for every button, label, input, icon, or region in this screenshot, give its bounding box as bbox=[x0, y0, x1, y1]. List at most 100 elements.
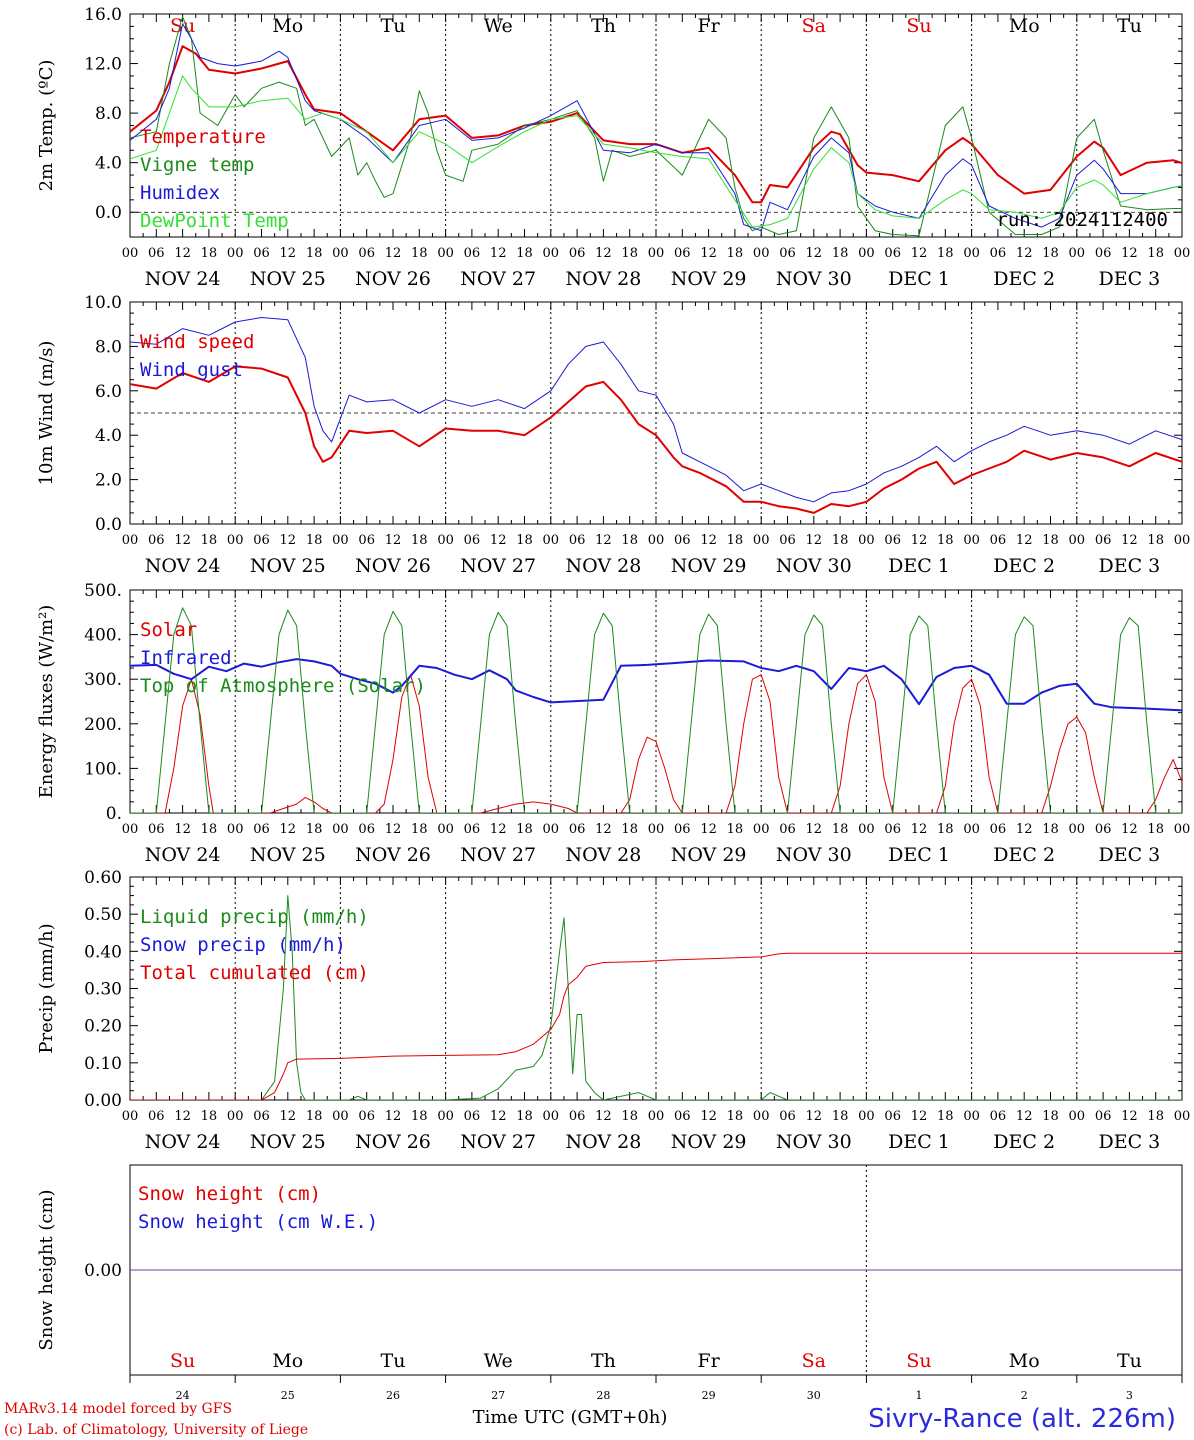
chart-panel-4: 0.60 0.50 0.40 0.30 0.20 0.10 0.00 Precip (mm/h… bbox=[36, 868, 1190, 1153]
series-group bbox=[130, 895, 1182, 1100]
x-hour-label: 00 bbox=[753, 822, 770, 837]
x-hour-label: 06 bbox=[884, 246, 901, 261]
chart-panel-1: 16.0 12.0 8.0 4.0 0.0 2m Temp. (ºC) 00 06 12 18 NO… bbox=[36, 5, 1191, 290]
x-date-label: NOV 25 bbox=[250, 1131, 326, 1153]
x-hour-label: 00 bbox=[1069, 1109, 1086, 1124]
y-tick-label: 8.0 bbox=[95, 104, 122, 124]
day-of-week-label: Tu bbox=[381, 1350, 406, 1372]
x-hour-label: 18 bbox=[727, 1109, 744, 1124]
x-hour-label: 06 bbox=[674, 1109, 691, 1124]
x-hour-label: 18 bbox=[621, 1109, 638, 1124]
x-hour-label: 00 bbox=[753, 246, 770, 261]
x-hour-label: 12 bbox=[595, 533, 612, 548]
x-date-label: NOV 27 bbox=[460, 844, 536, 866]
chart-panel-5: 0.00 Snow height (cm) Su 24 Mo 25 Tu 26 We 27 Th 28… bbox=[36, 1164, 1183, 1402]
legend-entry: Vigne temp bbox=[140, 154, 254, 176]
legend-entry: Snow height (cm) bbox=[138, 1183, 321, 1205]
day-number-label: 1 bbox=[916, 1389, 923, 1402]
x-hour-label: 18 bbox=[1147, 246, 1164, 261]
x-date-label: NOV 24 bbox=[145, 268, 221, 290]
x-date-label: NOV 28 bbox=[565, 555, 641, 577]
y-tick-label: 0.30 bbox=[84, 980, 122, 1000]
x-date-label: NOV 28 bbox=[565, 1131, 641, 1153]
x-hour-label: 00 bbox=[963, 822, 980, 837]
x-hour-label: 12 bbox=[806, 246, 823, 261]
day-of-week-label: Su bbox=[906, 1350, 931, 1372]
credit-line-1: MARv3.14 model forced by GFS bbox=[4, 1401, 232, 1417]
x-hour-label: 12 bbox=[280, 1109, 297, 1124]
x-hour-label: 00 bbox=[543, 246, 560, 261]
x-hour-label: 00 bbox=[963, 246, 980, 261]
x-date-label: DEC 1 bbox=[888, 1131, 950, 1153]
x-date-label: DEC 2 bbox=[993, 1131, 1055, 1153]
day-number-label: 26 bbox=[386, 1389, 400, 1402]
x-hour-label: 18 bbox=[411, 822, 428, 837]
x-hour-label: 00 bbox=[753, 533, 770, 548]
day-of-week-label: Tu bbox=[1117, 1350, 1142, 1372]
x-hour-label: 12 bbox=[174, 1109, 191, 1124]
x-date-label: NOV 27 bbox=[460, 268, 536, 290]
y-tick-label: 8.0 bbox=[95, 337, 122, 357]
series-line-top-of-atmosphere-solar bbox=[130, 607, 1182, 813]
x-hour-label: 12 bbox=[174, 533, 191, 548]
x-hour-label: 18 bbox=[1147, 1109, 1164, 1124]
x-hour-label: 06 bbox=[358, 533, 375, 548]
x-hour-label: 18 bbox=[306, 822, 323, 837]
legend-entry: Liquid precip (mm/h) bbox=[140, 906, 369, 928]
x-hour-label: 18 bbox=[201, 1109, 218, 1124]
x-hour-label: 00 bbox=[648, 822, 665, 837]
x-hour-label: 12 bbox=[490, 1109, 507, 1124]
day-of-week-label: Su bbox=[906, 15, 931, 37]
y-axis-label: 2m Temp. (ºC) bbox=[36, 60, 57, 192]
x-hour-label: 12 bbox=[280, 822, 297, 837]
x-hour-label: 06 bbox=[674, 533, 691, 548]
x-hour-label: 18 bbox=[201, 533, 218, 548]
day-of-week-label: Fr bbox=[697, 15, 720, 37]
x-hour-label: 18 bbox=[516, 1109, 533, 1124]
y-tick-label: 0.20 bbox=[84, 1017, 122, 1037]
x-date-label: NOV 26 bbox=[355, 555, 431, 577]
x-hour-label: 12 bbox=[806, 533, 823, 548]
x-hour-label: 12 bbox=[595, 246, 612, 261]
x-hour-label: 00 bbox=[543, 1109, 560, 1124]
x-hour-label: 00 bbox=[437, 822, 454, 837]
x-hour-label: 12 bbox=[911, 246, 928, 261]
x-hour-label: 00 bbox=[963, 1109, 980, 1124]
credit-line-2: (c) Lab. of Climatology, University of L… bbox=[4, 1422, 308, 1438]
x-hour-label: 06 bbox=[779, 246, 796, 261]
legend-entry: Infrared bbox=[140, 647, 232, 669]
x-date-label: NOV 24 bbox=[145, 844, 221, 866]
x-hour-label: 12 bbox=[806, 1109, 823, 1124]
x-hour-label: 18 bbox=[937, 246, 954, 261]
x-hour-label: 18 bbox=[306, 246, 323, 261]
x-date-label: DEC 3 bbox=[1099, 844, 1161, 866]
x-hour-label: 18 bbox=[832, 533, 849, 548]
series-line-dewpoint-temp bbox=[130, 75, 1182, 228]
x-hour-label: 12 bbox=[385, 1109, 402, 1124]
x-hour-label: 12 bbox=[700, 1109, 717, 1124]
legend-entry: Snow precip (mm/h) bbox=[140, 934, 346, 956]
day-of-week-label: We bbox=[484, 1350, 513, 1372]
y-tick-label: 0.10 bbox=[84, 1054, 122, 1074]
day-number-label: 25 bbox=[281, 1389, 295, 1402]
y-tick-label: 12.0 bbox=[84, 55, 122, 75]
x-hour-label: 06 bbox=[884, 533, 901, 548]
x-date-label: DEC 1 bbox=[888, 844, 950, 866]
x-hour-label: 00 bbox=[543, 533, 560, 548]
x-date-label: NOV 29 bbox=[671, 844, 747, 866]
station-name: Sivry-Rance (alt. 226m) bbox=[868, 1404, 1176, 1434]
series-group bbox=[130, 317, 1182, 514]
x-date-label: DEC 2 bbox=[993, 844, 1055, 866]
x-hour-label: 12 bbox=[1016, 533, 1033, 548]
x-hour-label: 00 bbox=[1174, 246, 1191, 261]
y-tick-label: 0. bbox=[106, 804, 122, 824]
x-hour-label: 18 bbox=[832, 246, 849, 261]
series-line-solar bbox=[130, 674, 1182, 813]
day-of-week-label: Tu bbox=[381, 15, 406, 37]
x-hour-label: 06 bbox=[1095, 533, 1112, 548]
x-date-label: DEC 1 bbox=[888, 555, 950, 577]
x-hour-label: 06 bbox=[884, 1109, 901, 1124]
y-tick-label: 0.50 bbox=[84, 905, 122, 925]
x-date-label: NOV 28 bbox=[565, 268, 641, 290]
